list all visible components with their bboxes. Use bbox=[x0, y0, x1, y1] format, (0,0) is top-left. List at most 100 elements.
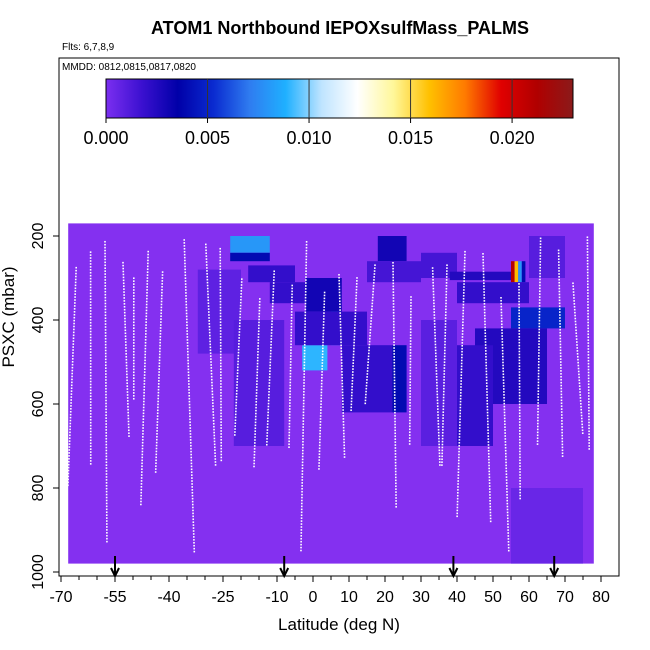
track-dot bbox=[89, 351, 92, 353]
track-dot bbox=[438, 452, 441, 455]
track-dot bbox=[441, 458, 443, 461]
track-dot bbox=[142, 433, 144, 435]
track-dot bbox=[462, 315, 464, 318]
track-dot bbox=[89, 442, 92, 445]
track-dot bbox=[132, 353, 135, 356]
flight-tracks bbox=[67, 236, 591, 553]
track-dot bbox=[408, 443, 411, 445]
track-dot bbox=[212, 414, 215, 416]
track-dot bbox=[220, 459, 223, 462]
track-dot bbox=[503, 405, 506, 408]
track-dot bbox=[187, 356, 189, 359]
track-dot bbox=[434, 334, 436, 337]
track-dot bbox=[462, 292, 465, 294]
track-dot bbox=[185, 297, 187, 300]
track-dot bbox=[366, 379, 368, 381]
track-dot bbox=[538, 331, 540, 334]
track-dot bbox=[214, 449, 216, 452]
heatmap-cell bbox=[421, 320, 457, 446]
track-dot bbox=[269, 370, 271, 373]
track-dot bbox=[300, 537, 302, 540]
track-dot bbox=[392, 273, 394, 276]
track-dot bbox=[104, 255, 106, 258]
track-dot bbox=[123, 303, 126, 305]
track-dot bbox=[126, 388, 129, 390]
track-dot bbox=[392, 294, 395, 296]
track-dot bbox=[352, 371, 354, 373]
track-dot bbox=[409, 343, 412, 345]
track-dot bbox=[577, 367, 580, 370]
track-dot bbox=[321, 374, 323, 376]
track-dot bbox=[145, 327, 147, 329]
track-dot bbox=[89, 413, 92, 415]
track-dot bbox=[393, 329, 395, 332]
track-dot bbox=[290, 355, 292, 357]
track-dot bbox=[519, 480, 521, 482]
track-dot bbox=[432, 281, 434, 284]
track-dot bbox=[443, 381, 445, 384]
track-dot bbox=[185, 292, 187, 294]
track-dot bbox=[212, 405, 214, 407]
heatmap-cell bbox=[367, 261, 421, 283]
x-axis-label: Latitude (deg N) bbox=[278, 615, 400, 634]
track-dot bbox=[254, 415, 257, 418]
track-dot bbox=[303, 373, 305, 375]
track-dot bbox=[352, 359, 355, 362]
track-dot bbox=[89, 274, 92, 277]
track-dot bbox=[487, 426, 489, 429]
track-dot bbox=[272, 285, 275, 287]
track-dot bbox=[576, 344, 578, 346]
track-dot bbox=[190, 459, 193, 462]
track-dot bbox=[305, 241, 308, 243]
track-dot bbox=[351, 388, 353, 391]
track-dot bbox=[238, 337, 240, 339]
track-dot bbox=[539, 255, 542, 257]
track-dot bbox=[104, 337, 107, 340]
track-dot bbox=[132, 289, 135, 291]
track-dot bbox=[395, 505, 397, 508]
track-dot bbox=[290, 305, 293, 307]
track-dot bbox=[104, 335, 107, 337]
track-dot bbox=[68, 437, 71, 440]
x-tick-label: 40 bbox=[448, 589, 466, 606]
track-dot bbox=[89, 289, 92, 292]
track-dot bbox=[433, 326, 436, 328]
track-dot bbox=[73, 322, 75, 325]
track-dot bbox=[372, 293, 374, 296]
track-dot bbox=[132, 356, 135, 359]
track-dot bbox=[89, 457, 92, 459]
track-dot bbox=[457, 477, 460, 479]
track-dot bbox=[208, 314, 210, 316]
track-dot bbox=[237, 357, 240, 360]
track-dot bbox=[393, 350, 395, 352]
track-dot bbox=[537, 381, 540, 384]
track-dot bbox=[266, 426, 269, 428]
track-dot bbox=[486, 405, 489, 408]
heatmap-cell bbox=[302, 345, 328, 371]
track-dot bbox=[501, 346, 504, 349]
track-dot bbox=[156, 427, 159, 429]
track-dot bbox=[106, 526, 108, 528]
track-dot bbox=[305, 267, 307, 270]
track-dot bbox=[436, 387, 438, 390]
track-dot bbox=[432, 299, 435, 302]
track-dot bbox=[438, 455, 441, 457]
track-dot bbox=[105, 408, 107, 411]
track-dot bbox=[434, 346, 437, 349]
track-dot bbox=[124, 341, 127, 343]
track-dot bbox=[394, 423, 396, 426]
track-dot bbox=[354, 312, 357, 315]
track-dot bbox=[146, 283, 149, 285]
track-dot bbox=[435, 355, 437, 358]
track-dot bbox=[587, 301, 589, 303]
track-dot bbox=[519, 485, 521, 488]
track-dot bbox=[457, 471, 460, 474]
track-dot bbox=[341, 397, 344, 400]
track-dot bbox=[303, 379, 305, 381]
track-dot bbox=[342, 415, 345, 417]
track-dot bbox=[323, 294, 326, 297]
track-dot bbox=[219, 286, 222, 288]
track-dot bbox=[268, 388, 270, 390]
track-dot bbox=[320, 382, 323, 385]
track-dot bbox=[489, 511, 492, 514]
